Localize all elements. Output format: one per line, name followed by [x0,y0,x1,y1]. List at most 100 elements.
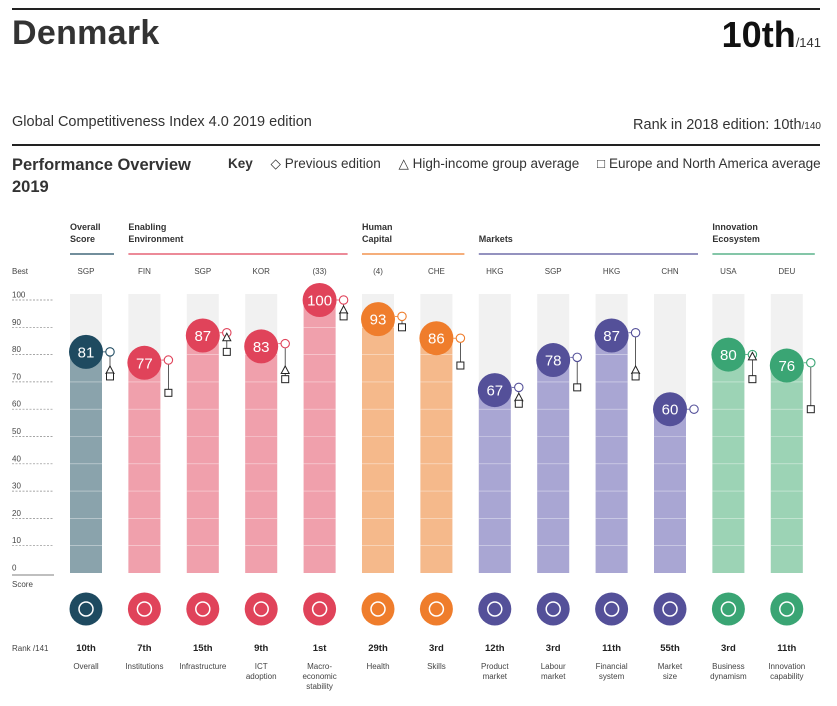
y-tick-label: 90 [12,318,21,327]
y-tick-label: 60 [12,400,21,409]
europe-na-marker [281,375,290,384]
rank-value: 9th [254,643,268,654]
lightbulb-icon [770,592,804,626]
pillar-label: Innovation [768,662,805,671]
score-value: 78 [545,353,562,370]
score-circle [594,318,629,353]
rank-value: 55th [660,643,680,654]
pillar-label: market [541,672,566,681]
y-tick-label: 100 [12,291,26,300]
y-tick-label: 70 [12,372,21,381]
best-economy-label: FIN [138,267,151,276]
rank-value: 11th [777,643,796,654]
score-bar [362,319,394,573]
train-icon [186,592,220,626]
score-circle [769,348,804,383]
y-axis-best-label: Best [12,267,29,276]
heartbeat-icon-glyph [370,601,386,617]
price-tag-icon-glyph [487,601,503,617]
score-value: 67 [486,383,503,400]
overall-rank: 10th/141 [722,14,821,56]
pillar-label: Infrastructure [179,662,227,671]
y-tick-label: 50 [12,427,21,436]
group-label: Capital [362,234,392,244]
building-chart-icon-glyph [720,601,737,617]
europe-na-marker [106,372,114,381]
previous-edition-marker [397,311,407,322]
pillar-label: market [483,672,508,681]
train-icon-glyph [195,601,211,617]
rank-value: 3rd [429,643,444,654]
legend-high-income: △ High-income group average [399,156,580,171]
rank-value: 12th [485,643,505,654]
score-value: 100 [307,293,332,310]
best-economy-label: (4) [373,267,383,276]
pillar-label: Labour [541,662,566,671]
score-bar [478,390,511,573]
europe-na-marker [573,383,582,392]
pillar-label: stability [306,682,333,691]
score-bar [186,335,219,573]
best-economy-label: DEU [778,267,795,276]
y-axis-score-label: Score [12,580,33,589]
chip-icon-glyph [253,601,269,617]
previous-edition-marker [163,355,174,365]
previous-edition-marker [572,352,582,363]
high-income-marker [105,364,115,374]
section-rule [12,144,820,146]
score-circle [536,343,571,378]
score-circle [127,345,162,380]
group-label: Score [70,234,95,244]
score-value: 93 [370,312,387,329]
pillar-label: Health [366,662,389,671]
previous-edition-marker [280,338,290,349]
rank-value: 3rd [721,643,736,654]
pillar-label: Business [712,662,744,671]
score-circle [302,283,337,317]
score-value: 87 [194,328,211,345]
group-label: Enabling [128,222,166,232]
institution-building-icon [127,592,161,626]
rank-value: 7th [137,643,151,654]
percent-icon-glyph [311,601,328,617]
best-economy-label: USA [720,267,737,276]
score-bar [70,351,102,573]
overall-rank-value: 10th [721,14,796,55]
rank-value: 10th [76,643,96,654]
performance-overview-title-text: Performance Overview 2019 [12,156,191,196]
high-income-marker [630,364,641,374]
people-network-icon-glyph [545,601,561,617]
best-economy-label: KOR [253,267,271,276]
rank-value: 3rd [546,643,561,654]
expand-arrow-icon [653,592,687,626]
rank-value: 1st [313,643,328,654]
best-economy-label: SGP [545,267,562,276]
europe-na-marker [164,388,173,397]
pillar-label: Skills [427,662,446,671]
pillar-label: Overall [73,662,99,671]
score-bar [128,362,161,573]
score-circle [244,329,279,364]
score-bar [770,365,803,573]
triangle-icon: △ [398,156,409,171]
group-label: Human [362,222,393,232]
gear-icon-glyph [78,601,94,617]
previous-edition-marker [455,333,466,343]
rank-value: 11th [602,643,621,654]
graduate-icon-glyph [428,601,445,617]
score-circle [185,318,220,353]
europe-na-marker [398,323,406,332]
legend-europe-na: □ Europe and North America average [597,156,821,171]
pillar-label: adoption [246,672,277,681]
previous-rank-total: /140 [801,121,821,132]
high-income-marker [513,392,524,402]
group-label: Ecosystem [712,234,760,244]
score-bar [245,346,278,573]
pillar-label: ICT [255,662,268,671]
pillar-label: economic [302,672,336,681]
score-bar [595,335,628,573]
score-circle [361,302,395,337]
rank-value: 29th [368,643,388,654]
top-rule [12,8,820,10]
